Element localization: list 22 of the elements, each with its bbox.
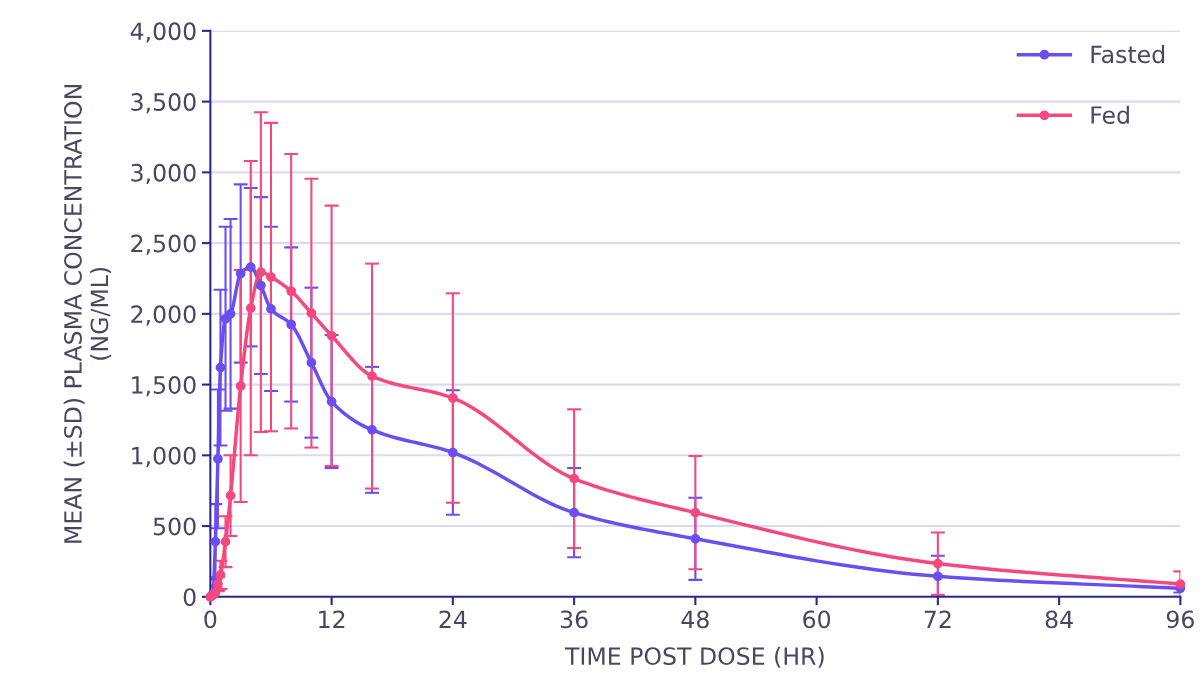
x-tick-label: 96 xyxy=(1166,610,1194,629)
x-tick-label: 84 xyxy=(1045,610,1073,629)
x-tick-label: 60 xyxy=(803,610,831,629)
y-tick-label: 2,000 xyxy=(131,305,196,326)
y-tick-label: 2,500 xyxy=(131,234,196,255)
x-tick-label: 12 xyxy=(319,610,345,628)
x-tick-label: 72 xyxy=(924,610,951,628)
x-tick-label: 0 xyxy=(204,610,217,629)
y-tick-label: 3,500 xyxy=(131,93,196,114)
y-tick-label: 500 xyxy=(153,517,196,536)
legend-label: Fed xyxy=(1091,105,1129,124)
legend-label: Fasted xyxy=(1091,45,1165,64)
y-tick-label: 1,500 xyxy=(132,376,196,397)
x-tick-label: 36 xyxy=(560,610,588,629)
y-tick-label: 4,000 xyxy=(130,22,196,43)
y-tick-label: 3,000 xyxy=(131,163,196,185)
y-axis-title: MEAN (±SD) PLASMA CONCENTRATION (NG/ML) xyxy=(63,85,112,543)
x-axis-title: TIME POST DOSE (HR) xyxy=(564,646,824,668)
y-tick-label: 1,000 xyxy=(132,446,196,468)
y-tick-label: 0 xyxy=(183,588,196,607)
x-tick-label: 48 xyxy=(681,610,709,629)
x-tick-label: 24 xyxy=(439,610,467,628)
